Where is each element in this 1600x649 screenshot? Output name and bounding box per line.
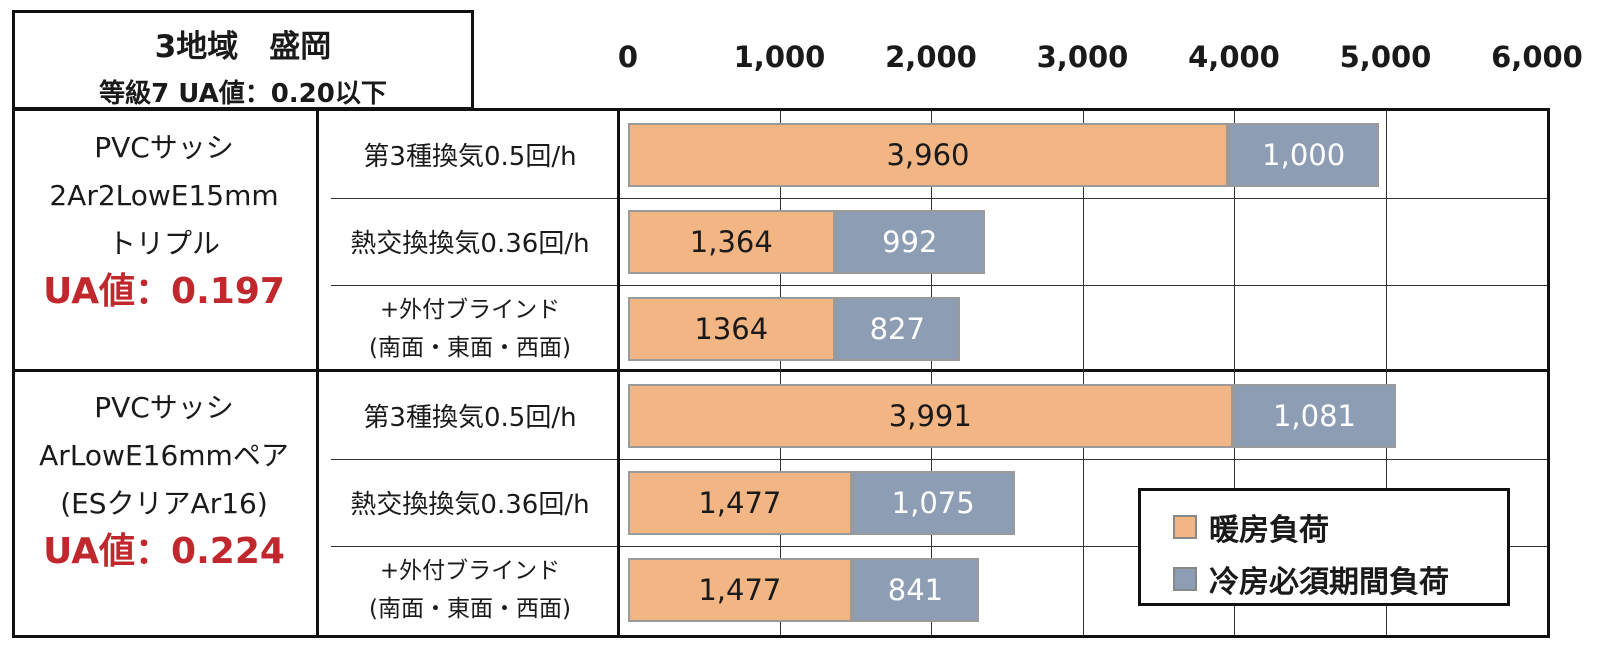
grid-line bbox=[331, 546, 1547, 547]
grid-line bbox=[331, 459, 1547, 460]
group-line: 2Ar2LowE15mm bbox=[49, 179, 279, 212]
group-line: PVCサッシ bbox=[94, 131, 234, 164]
tick-label: 6,000 bbox=[1491, 40, 1583, 74]
bar-cooling: 1,000 bbox=[1227, 123, 1380, 187]
row-label-text: 熱交換換気0.36回/h bbox=[350, 229, 590, 259]
group-divider bbox=[15, 369, 1547, 372]
grid-line bbox=[1082, 111, 1084, 635]
group-line: トリプル bbox=[107, 227, 220, 260]
chart-header: 3地域 盛岡 等級7 UA値：0.20以下 bbox=[12, 10, 474, 110]
row-label: +外付ブラインド (南面・東面・西面) bbox=[318, 546, 622, 633]
column-divider bbox=[617, 111, 620, 635]
row-label-text: 第3種換気0.5回/h bbox=[363, 142, 577, 172]
legend-swatch-heating bbox=[1173, 515, 1197, 539]
row-label-sub: (南面・東面・西面) bbox=[369, 334, 571, 361]
bar-cooling: 827 bbox=[834, 297, 960, 361]
chart-title: 3地域 盛岡 bbox=[154, 29, 332, 65]
bar-cooling: 841 bbox=[851, 558, 980, 622]
row-label-text: 第3種換気0.5回/h bbox=[363, 403, 577, 433]
ua-value: UA値：0.224 bbox=[43, 531, 285, 572]
group-label-1: PVCサッシ 2Ar2LowE15mm トリプル UA値：0.197 bbox=[12, 124, 316, 316]
column-divider bbox=[316, 111, 319, 635]
row-label-text: +外付ブラインド bbox=[379, 557, 561, 584]
chart-subtitle: 等級7 UA値：0.20以下 bbox=[99, 79, 387, 109]
row-label: 第3種換気0.5回/h bbox=[318, 372, 622, 459]
bar-heating: 3,960 bbox=[628, 123, 1228, 187]
grid-line bbox=[1385, 111, 1387, 635]
legend: 暖房負荷 冷房必須期間負荷 bbox=[1138, 488, 1510, 606]
group-line: (ESクリアAr16) bbox=[60, 487, 268, 520]
bar-cooling: 1,075 bbox=[851, 471, 1015, 535]
tick-label: 4,000 bbox=[1188, 40, 1280, 74]
legend-item-cooling: 冷房必須期間負荷 bbox=[1173, 557, 1449, 601]
row-label: 第3種換気0.5回/h bbox=[318, 111, 622, 198]
bar-heating: 1364 bbox=[628, 297, 835, 361]
row-label: 熱交換換気0.36回/h bbox=[318, 198, 622, 285]
tick-label: 2,000 bbox=[885, 40, 977, 74]
bar-heating: 3,991 bbox=[628, 384, 1233, 448]
row-label: 熱交換換気0.36回/h bbox=[318, 459, 622, 546]
legend-label-heating: 暖房負荷 bbox=[1209, 513, 1329, 548]
grid-line bbox=[779, 111, 781, 635]
bar-cooling: 992 bbox=[834, 210, 985, 274]
row-label-sub: (南面・東面・西面) bbox=[369, 595, 571, 622]
tick-label: 5,000 bbox=[1339, 40, 1432, 74]
grid-line bbox=[331, 198, 1547, 199]
grid-line bbox=[1234, 111, 1235, 635]
row-label: +外付ブラインド (南面・東面・西面) bbox=[318, 285, 622, 372]
legend-label-cooling: 冷房必須期間負荷 bbox=[1209, 565, 1449, 600]
tick-label: 3,000 bbox=[1036, 40, 1129, 74]
legend-swatch-cooling bbox=[1173, 567, 1197, 591]
group-label-2: PVCサッシ ArLowE16mmペア (ESクリアAr16) UA値：0.22… bbox=[12, 384, 316, 576]
group-line: PVCサッシ bbox=[94, 391, 234, 424]
row-label-text: +外付ブラインド bbox=[379, 296, 561, 323]
row-label-text: 熱交換換気0.36回/h bbox=[350, 490, 590, 520]
tick-label: 1,000 bbox=[733, 40, 826, 74]
chart-grid bbox=[12, 108, 1550, 638]
bar-heating: 1,477 bbox=[628, 471, 852, 535]
bar-cooling: 1,081 bbox=[1232, 384, 1397, 448]
bar-heating: 1,477 bbox=[628, 558, 852, 622]
bar-heating: 1,364 bbox=[628, 210, 835, 274]
ua-value: UA値：0.197 bbox=[43, 271, 285, 312]
group-line: ArLowE16mmペア bbox=[39, 439, 289, 472]
legend-item-heating: 暖房負荷 bbox=[1173, 505, 1329, 549]
grid-line bbox=[331, 285, 1547, 286]
tick-label: 0 bbox=[617, 40, 639, 74]
grid-line bbox=[931, 111, 932, 635]
